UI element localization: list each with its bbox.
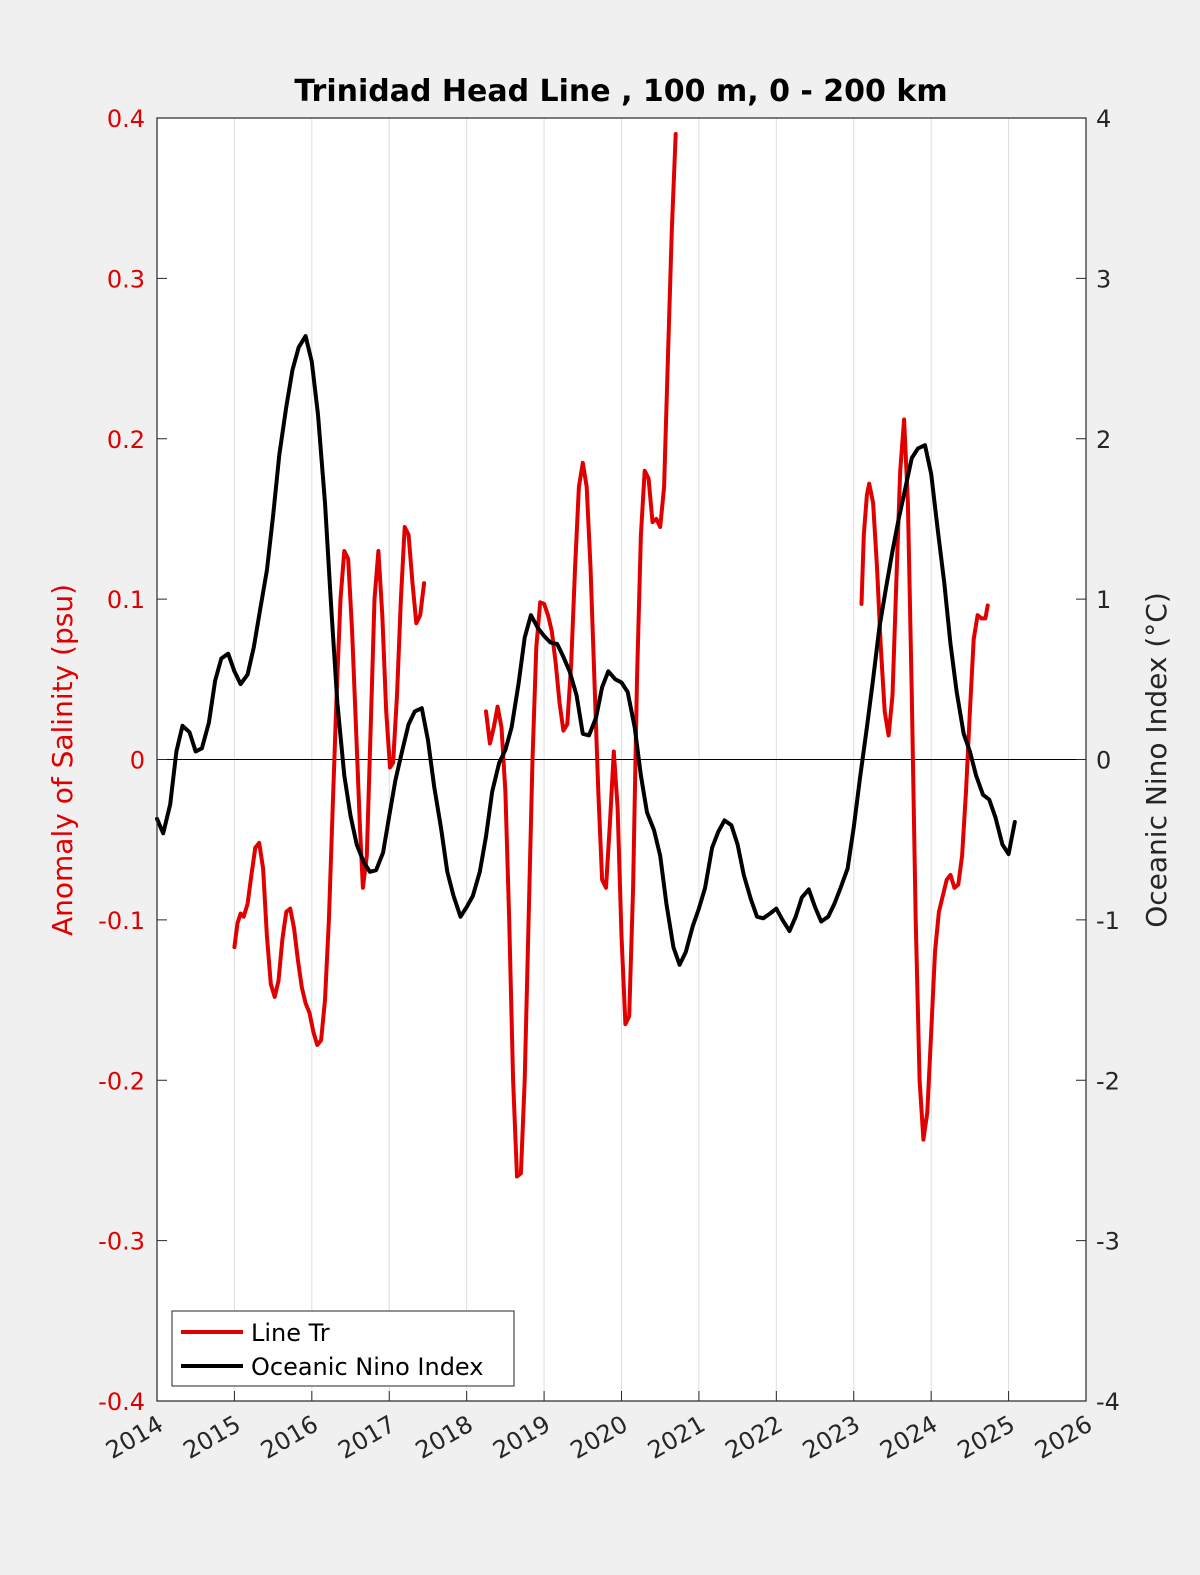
legend-box [171,1310,515,1387]
x-tick-label: 2021 [643,1410,710,1465]
series-line-tr [484,132,678,1179]
legend-label-oni: Oceanic Nino Index [251,1353,483,1381]
x-tick-label: 2026 [1030,1410,1097,1465]
y-left-tick-label: 0.1 [107,586,145,614]
legend: Line Tr Oceanic Nino Index [171,1310,515,1387]
y-left-tick-label: 0.2 [107,426,145,454]
legend-label-line-tr: Line Tr [251,1319,330,1347]
y-right-tick-label: 3 [1096,265,1111,293]
y-left-tick-label: 0.3 [107,265,145,293]
y-left-tick-label: -0.2 [98,1067,145,1095]
y-left-tick-label: 0 [130,747,145,775]
y-right-tick-label: -1 [1096,907,1120,935]
y-right-tick-label: 4 [1096,105,1111,133]
y-right-tick-label: -3 [1096,1228,1120,1256]
x-tick-label: 2022 [720,1410,787,1465]
series-layer [155,132,1017,1179]
y-right-tick-label: 2 [1096,426,1111,454]
series-oni [155,334,1017,967]
x-tick-label: 2018 [411,1410,478,1465]
y-right-tick-label: -4 [1096,1388,1120,1416]
y-left-tick-label: 0.4 [107,105,145,133]
x-tick-label: 2025 [953,1410,1020,1465]
series-line-tr [232,525,427,1047]
x-tick-label: 2024 [875,1410,942,1465]
y-left-tick-label: -0.3 [98,1228,145,1256]
x-tick-label: 2017 [333,1410,400,1465]
x-tick-label: 2020 [566,1410,633,1465]
y-axis-left-label: Anomaly of Salinity (psu) [46,584,79,936]
x-tick-label: 2014 [101,1410,168,1465]
y-left-tick-label: -0.4 [98,1388,145,1416]
x-tick-label: 2019 [488,1410,555,1465]
chart-title: Trinidad Head Line , 100 m, 0 - 200 km [294,74,947,109]
x-tick-label: 2016 [256,1410,323,1465]
y-right-tick-label: 0 [1096,747,1111,775]
y-axis-right-label: Oceanic Nino Index (°C) [1140,592,1173,928]
x-tick-label: 2015 [179,1410,246,1465]
y-right-tick-label: 1 [1096,586,1111,614]
y-right-tick-label: -2 [1096,1067,1120,1095]
x-tick-label: 2023 [798,1410,865,1465]
y-left-tick-label: -0.1 [98,907,145,935]
